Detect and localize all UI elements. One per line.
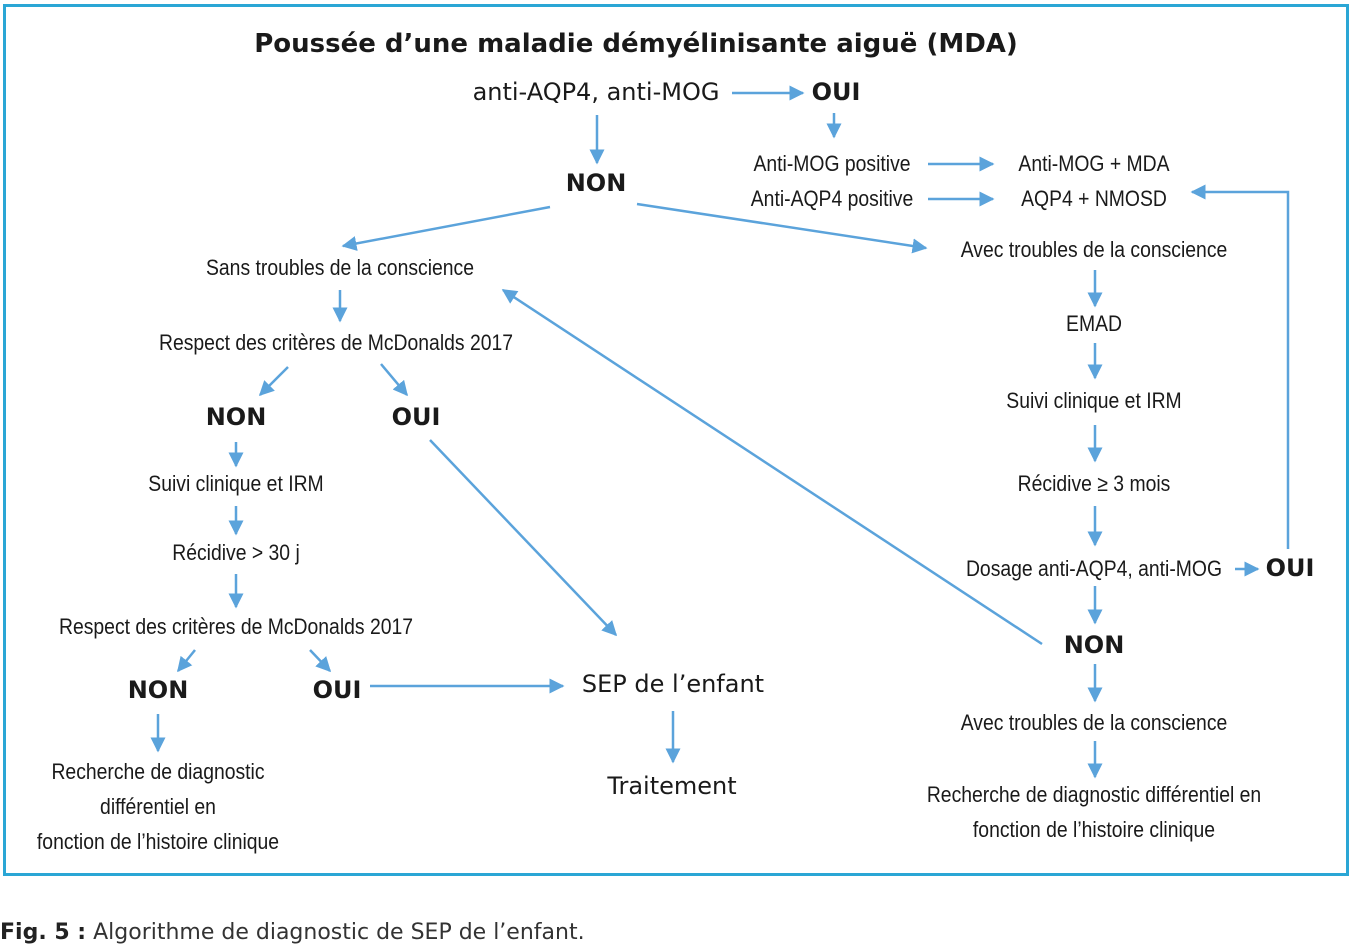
left-recherche-line-2: différentiel en — [100, 794, 216, 819]
figure-caption: Fig. 5 : Algorithme de diagnostic de SEP… — [0, 920, 585, 945]
right-recherche-line-2: fonction de l’histoire clinique — [972, 817, 1216, 842]
right-non: NON — [1063, 631, 1125, 659]
left-oui-1: OUI — [391, 403, 441, 431]
right-dosage: Dosage anti-AQP4, anti-MOG — [965, 556, 1223, 581]
arrow-non-to-sans — [341, 205, 551, 251]
arrow-criteria-to-non — [258, 366, 289, 397]
aqp4-result: AQP4 + NMOSD — [1021, 186, 1167, 211]
root-non: NON — [565, 169, 627, 197]
left-criteria-1: Respect des critères de McDonalds 2017 — [158, 330, 514, 355]
arrow-criteria2-to-non — [177, 649, 196, 673]
right-oui: OUI — [1265, 554, 1315, 582]
aqp4-positive: Anti-AQP4 positive — [750, 186, 914, 211]
caption-text: Algorithme de diagnostic de SEP de l’enf… — [86, 920, 585, 945]
right-recherche-line-1: Recherche de diagnostic différentiel en — [926, 782, 1262, 807]
right-start: Avec troubles de la conscience — [960, 237, 1228, 262]
arrow-non-back-to-sans — [501, 288, 1043, 646]
arrow-criteria2-to-oui — [309, 649, 332, 673]
left-oui-2: OUI — [312, 676, 362, 704]
diagram-frame — [3, 4, 1349, 876]
left-recherche-line-1: Recherche de diagnostic — [51, 759, 265, 784]
left-non-1: NON — [205, 403, 267, 431]
arrow-criteria-to-oui — [380, 363, 408, 397]
arrow-non-to-avec — [636, 202, 928, 254]
left-recherche-line-3: fonction de l’histoire clinique — [36, 829, 280, 854]
arrow-oui-feedback — [1190, 184, 1290, 549]
root-oui: OUI — [811, 78, 861, 106]
sep-enfant: SEP de l’enfant — [581, 670, 765, 698]
mog-positive: Anti-MOG positive — [753, 151, 911, 176]
left-criteria-2: Respect des critères de McDonalds 2017 — [58, 614, 414, 639]
mog-result: Anti-MOG + MDA — [1018, 151, 1170, 176]
root-test: anti-AQP4, anti-MOG — [472, 78, 720, 106]
right-suivi: Suivi clinique et IRM — [1006, 388, 1182, 413]
left-non-2: NON — [127, 676, 189, 704]
left-start: Sans troubles de la conscience — [206, 255, 474, 280]
arrow-oui1-to-sep — [429, 439, 618, 637]
right-recidive: Récidive ≥ 3 mois — [1017, 471, 1171, 496]
left-recidive: Récidive > 30 j — [172, 540, 300, 565]
right-emad: EMAD — [1066, 311, 1122, 336]
right-troubles-2: Avec troubles de la conscience — [960, 710, 1228, 735]
diagram-title: Poussée d’une maladie démyélinisante aig… — [254, 29, 1018, 59]
caption-label: Fig. 5 : — [0, 920, 87, 945]
left-suivi: Suivi clinique et IRM — [148, 471, 324, 496]
traitement: Traitement — [607, 772, 737, 800]
